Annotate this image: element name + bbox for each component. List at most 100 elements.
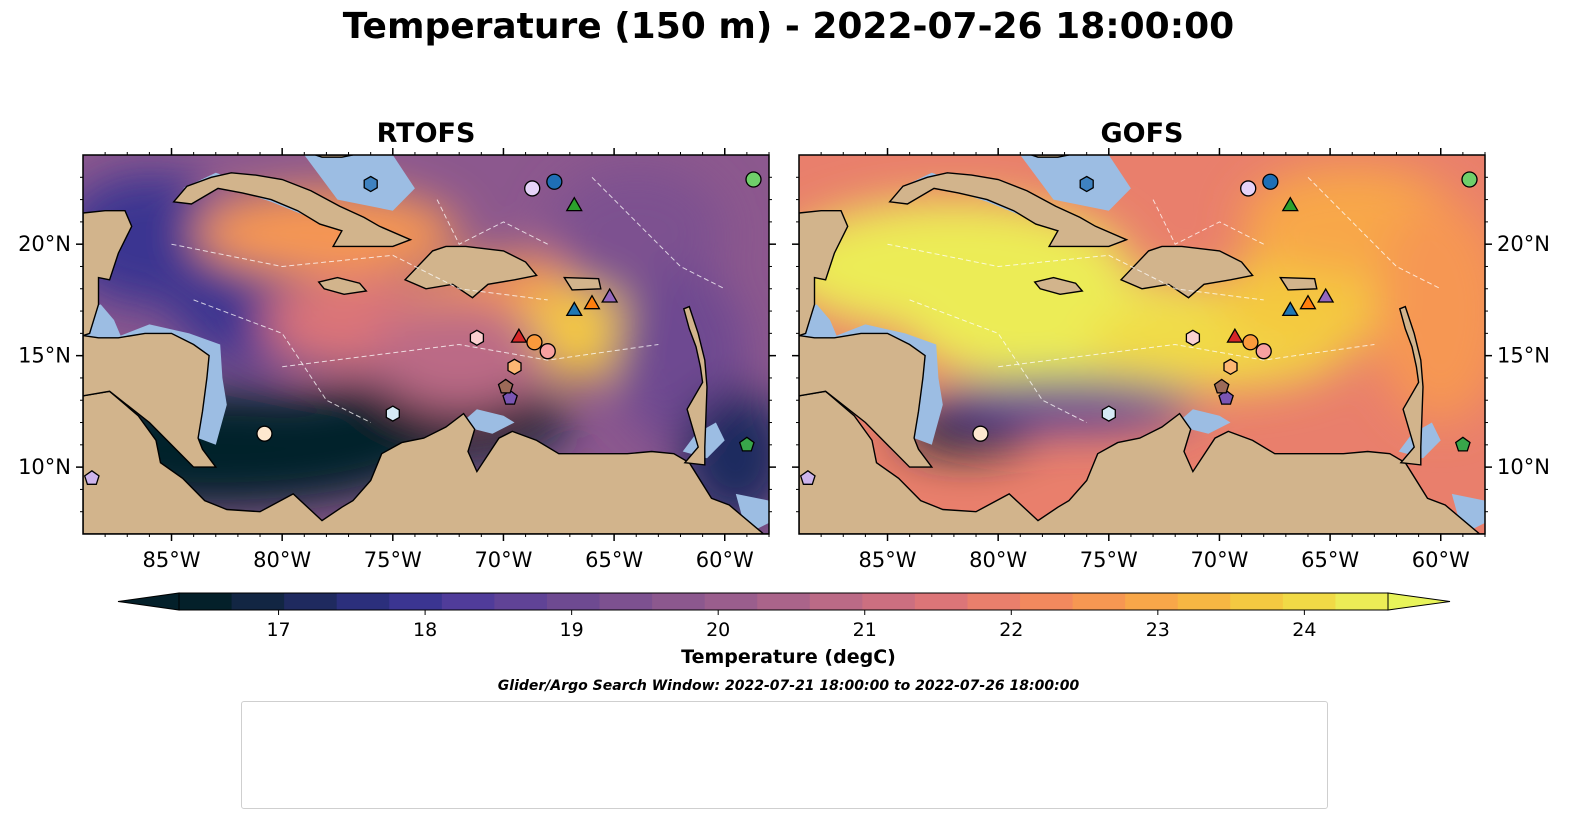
gofs-land-yucatan xyxy=(799,209,849,337)
gofs-temperature-feature xyxy=(931,377,1198,432)
rtofs-eez-line xyxy=(171,243,548,301)
colorbar-bin xyxy=(179,593,233,610)
gofs-marker-4903353 xyxy=(1255,343,1272,360)
gofs-marker-SG665-20220623T1144 xyxy=(1281,196,1299,212)
colorbar-bin xyxy=(599,593,653,610)
rtofs-xtick-label: 60°W xyxy=(696,548,754,572)
gofs-land-hondurasNica xyxy=(799,332,934,468)
colorbar-bin xyxy=(1282,593,1337,610)
colorbar-bin xyxy=(1072,593,1126,610)
gofs-frame xyxy=(798,154,1486,535)
gofs-eez-line xyxy=(1152,199,1264,245)
colorbar-bin xyxy=(441,593,495,610)
gofs-panel-title: GOFS xyxy=(1100,118,1184,149)
colorbar-bin xyxy=(704,593,758,610)
rtofs-land-hondurasNica xyxy=(83,332,218,468)
rtofs-land-yucatan xyxy=(83,209,133,337)
ytick-label-left: 10°N xyxy=(18,455,71,479)
rtofs-xtick-label: 65°W xyxy=(585,548,643,572)
gofs-marker-4902476 xyxy=(972,425,989,442)
rtofs-xtick-label: 75°W xyxy=(364,548,422,572)
colorbar-bin xyxy=(1020,593,1074,610)
gofs-marker-4903244 xyxy=(1461,171,1478,188)
gofs-marker-4901720 xyxy=(1223,358,1238,376)
rtofs-eez-line xyxy=(436,199,548,245)
colorbar-extend-low xyxy=(117,592,180,611)
gofs-marker-SG678-20220622T1240 xyxy=(1317,287,1335,303)
rtofs-marker-1902308 xyxy=(546,173,563,190)
ytick-label-right: 20°N xyxy=(1497,232,1550,256)
rtofs-panel-title: RTOFS xyxy=(376,118,476,149)
colorbar-bin xyxy=(494,593,548,610)
gofs-xtick-label: 80°W xyxy=(969,548,1027,572)
gofs-xtick-label: 75°W xyxy=(1080,548,1138,572)
figure-title: Temperature (150 m) - 2022-07-26 18:00:0… xyxy=(342,6,1235,47)
gofs-marker-1902308 xyxy=(1262,173,1279,190)
colorbar-tick-label: 18 xyxy=(413,619,437,641)
colorbar-frame xyxy=(178,592,1389,611)
rtofs-map-panel xyxy=(83,155,769,534)
gofs-xtick-label: 65°W xyxy=(1301,548,1359,572)
gofs-land-cuba xyxy=(888,172,1129,248)
rtofs-marker-5906480 xyxy=(83,470,100,485)
gofs-map-panel xyxy=(799,155,1485,534)
rtofs-marker-SG665-20220623T1144 xyxy=(565,196,583,212)
colorbar-tick-label: 22 xyxy=(999,619,1023,641)
colorbar-bin xyxy=(231,593,285,610)
rtofs-marker-4902476 xyxy=(256,425,273,442)
search-window-caption: Glider/Argo Search Window: 2022-07-21 18… xyxy=(497,678,1080,694)
colorbar-bin xyxy=(1230,593,1284,610)
rtofs-land-puertoRico xyxy=(563,276,602,291)
rtofs-marker-1902314 xyxy=(363,175,378,193)
rtofs-marker-6903135 xyxy=(497,378,514,394)
gofs-land-lesser xyxy=(1398,305,1424,466)
gofs-land-hispaniola xyxy=(1119,245,1254,299)
rtofs-xtick-label: 70°W xyxy=(474,548,532,572)
colorbar-bin xyxy=(389,593,443,610)
colorbar-tick-label: 17 xyxy=(266,619,290,641)
colorbar-bin xyxy=(757,593,811,610)
gofs-xtick-label: 70°W xyxy=(1190,548,1248,572)
rtofs-xtick-label: 85°W xyxy=(143,548,201,572)
gofs-marker-1902314 xyxy=(1079,175,1094,193)
rtofs-marker-4903244 xyxy=(745,171,762,188)
colorbar-extend-high xyxy=(1387,592,1451,611)
rtofs-marker-SG678-20220622T1240 xyxy=(601,287,619,303)
ytick-label-left: 15°N xyxy=(18,344,71,368)
rtofs-eez-line xyxy=(282,343,659,368)
gofs-marker-4903238 xyxy=(1454,436,1471,452)
colorbar-tick-label: 21 xyxy=(853,619,877,641)
colorbar-tick-label: 23 xyxy=(1146,619,1170,641)
rtofs-shelf-area xyxy=(304,155,415,211)
gofs-shelf-area xyxy=(1020,155,1131,211)
colorbar-bin xyxy=(967,593,1021,610)
rtofs-marker-4903238 xyxy=(738,436,755,452)
rtofs-frame xyxy=(82,154,770,535)
gofs-land-puertoRico xyxy=(1279,276,1318,291)
rtofs-marker-4903354 xyxy=(469,329,485,347)
gofs-marker-4903629 xyxy=(1218,389,1234,405)
rtofs-shelf-area xyxy=(735,493,769,534)
colorbar-bin xyxy=(1125,593,1179,610)
colorbar-bin xyxy=(1335,593,1389,610)
colorbar-tick-label: 20 xyxy=(706,619,730,641)
gofs-marker-6903135 xyxy=(1213,378,1230,394)
rtofs-temperature-feature xyxy=(547,166,725,300)
gofs-shelf-area xyxy=(799,304,943,445)
colorbar-tick-label: 24 xyxy=(1292,619,1316,641)
rtofs-marker-3902457 xyxy=(526,334,543,351)
rtofs-land-cuba xyxy=(172,172,413,248)
gofs-marker-3901859 xyxy=(1101,405,1116,422)
gofs-shelf-area xyxy=(1451,493,1485,534)
ytick-label-left: 20°N xyxy=(18,232,71,256)
rtofs-land-jamaica xyxy=(317,276,368,296)
gofs-xtick-label: 60°W xyxy=(1412,548,1470,572)
ytick-label-right: 10°N xyxy=(1497,455,1550,479)
rtofs-marker-4903629 xyxy=(502,389,518,405)
rtofs-xtick-label: 80°W xyxy=(253,548,311,572)
legend-box xyxy=(241,701,1328,809)
rtofs-marker-SG667-20220629T1254 xyxy=(510,327,528,343)
rtofs-land-lesser xyxy=(682,305,708,466)
colorbar-bin xyxy=(1177,593,1231,610)
